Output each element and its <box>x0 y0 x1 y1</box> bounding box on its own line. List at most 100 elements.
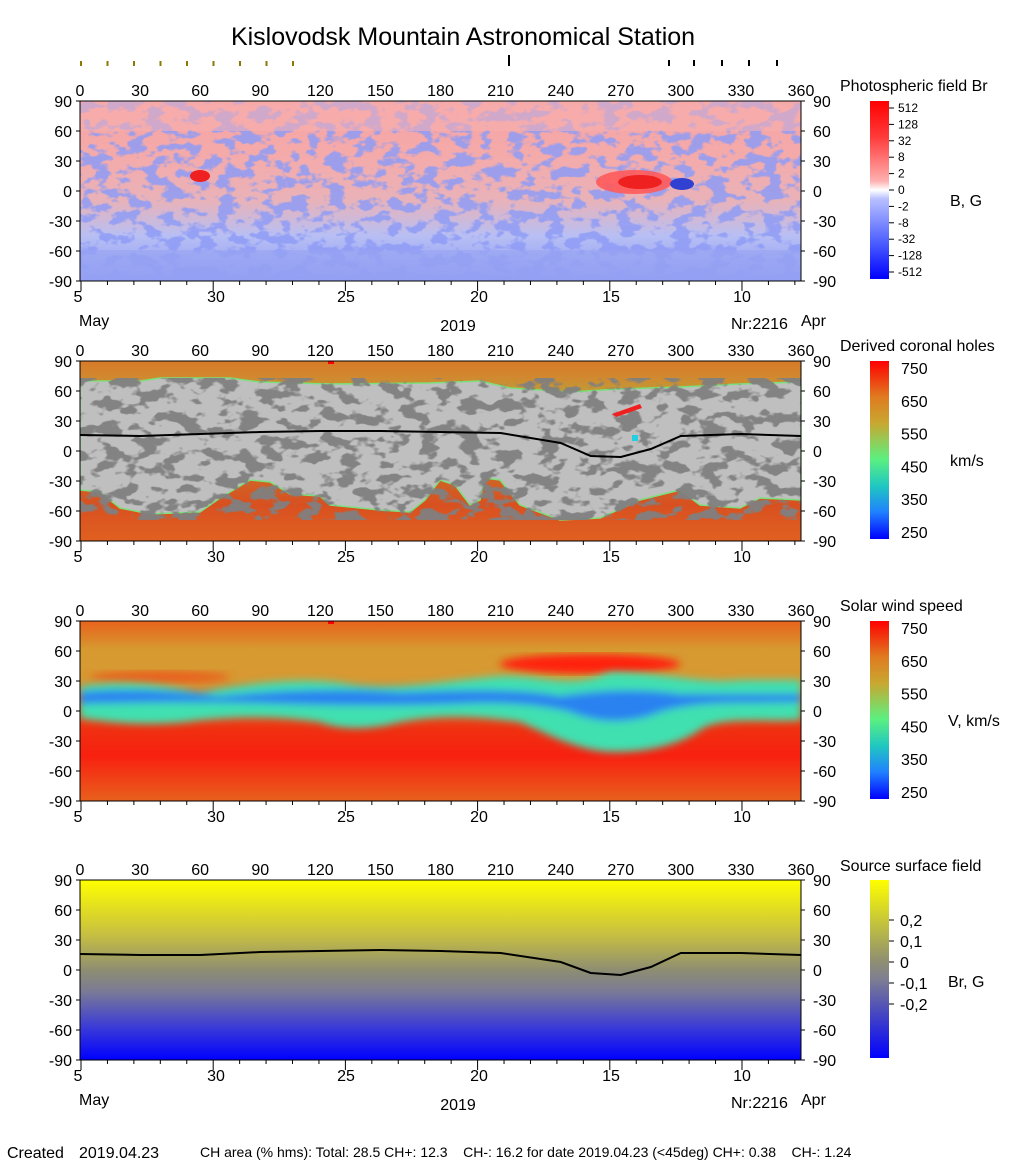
latitude-tick-label-right: -90 <box>813 794 836 811</box>
longitude-tick-label: 270 <box>607 83 634 100</box>
latitude-tick-label-left: 90 <box>54 873 72 890</box>
longitude-tick-label: 210 <box>487 862 514 879</box>
solar-wind-map <box>80 621 801 801</box>
latitude-tick-label-right: -90 <box>813 274 836 291</box>
date-tick-label: 5 <box>74 289 83 306</box>
latitude-tick-label-right: 0 <box>813 704 822 721</box>
colorbar-tick-label: 450 <box>901 459 928 476</box>
colorbar-tick-label: 450 <box>901 719 928 736</box>
colorbar-tick-label: -8 <box>898 216 909 230</box>
latitude-tick-label-left: -30 <box>49 474 72 491</box>
longitude-tick-label: 180 <box>427 603 454 620</box>
year-label: 2019 <box>440 318 476 335</box>
longitude-tick-label: 300 <box>667 83 694 100</box>
latitude-tick-label-left: -90 <box>49 534 72 551</box>
longitude-tick-label: 90 <box>251 83 269 100</box>
panel2-title: Derived coronal holes <box>840 338 995 355</box>
longitude-tick-label: 150 <box>367 603 394 620</box>
colorbar-tick-label: -0,1 <box>900 976 928 993</box>
date-tick-label: 25 <box>337 289 355 306</box>
latitude-tick-label-left: 0 <box>63 184 72 201</box>
latitude-tick-label-right: 90 <box>813 614 831 631</box>
longitude-tick-label: 210 <box>487 343 514 360</box>
latitude-tick-label-left: -90 <box>49 274 72 291</box>
latitude-tick-label-right: -60 <box>813 1023 836 1040</box>
photospheric-colorbar <box>870 101 889 279</box>
longitude-tick-label: 120 <box>307 862 334 879</box>
colorbar-tick-label: -512 <box>898 265 922 279</box>
date-tick-label: 25 <box>337 1068 355 1085</box>
solar-wind-colorbar-ticks: 750 650 550 450 350 250 <box>901 621 928 802</box>
source-surface-neutral-line <box>79 948 802 977</box>
month-left-label: May <box>79 313 109 330</box>
latitude-tick-label-right: -90 <box>813 534 836 551</box>
latitude-tick-label-left: -90 <box>49 794 72 811</box>
colorbar-tick-label: -0,2 <box>900 997 928 1014</box>
footer-created-date: 2019.04.23 <box>79 1145 159 1162</box>
latitude-tick-label-left: -90 <box>49 1053 72 1070</box>
longitude-tick-label: 240 <box>547 603 574 620</box>
latitude-tick-label-right: -30 <box>813 214 836 231</box>
date-tick-label: 5 <box>74 809 83 826</box>
latitude-tick-label-left: 30 <box>54 414 72 431</box>
colorbar-tick-label: 650 <box>901 654 928 671</box>
longitude-tick-label: 210 <box>487 603 514 620</box>
longitude-tick-label: 180 <box>427 343 454 360</box>
date-tick-label: 30 <box>207 1068 225 1085</box>
latitude-tick-label-right: 60 <box>813 903 831 920</box>
longitude-tick-label: 330 <box>728 83 755 100</box>
latitude-tick-label-left: 90 <box>54 614 72 631</box>
latitude-tick-label-left: -60 <box>49 764 72 781</box>
longitude-tick-label: 60 <box>191 603 209 620</box>
longitude-tick-label: 60 <box>191 83 209 100</box>
month-left-label: May <box>79 1092 109 1109</box>
latitude-tick-label-left: 30 <box>54 674 72 691</box>
latitude-tick-label-left: -30 <box>49 993 72 1010</box>
date-tick-label: 30 <box>207 289 225 306</box>
colorbar-tick-label: 250 <box>901 525 928 542</box>
rotation-number-label: Nr:2216 <box>731 316 788 333</box>
longitude-tick-label: 150 <box>367 343 394 360</box>
longitude-tick-label: 30 <box>131 862 149 879</box>
footer-created-label: Created <box>7 1145 64 1162</box>
date-tick-label: 10 <box>733 289 751 306</box>
date-tick-label: 10 <box>733 1068 751 1085</box>
source-surface-map <box>80 880 801 1060</box>
colorbar-tick-label: 250 <box>901 785 928 802</box>
panel4-title: Source surface field <box>840 858 981 875</box>
longitude-tick-label: 270 <box>607 343 634 360</box>
longitude-tick-label: 30 <box>131 603 149 620</box>
colorbar-tick-label: -32 <box>898 232 916 246</box>
longitude-tick-label: 300 <box>667 862 694 879</box>
longitude-tick-label: 180 <box>427 862 454 879</box>
latitude-tick-label-right: 30 <box>813 414 831 431</box>
date-tick-label: 15 <box>602 1068 620 1085</box>
latitude-tick-label-left: -60 <box>49 244 72 261</box>
latitude-tick-label-right: 30 <box>813 674 831 691</box>
date-tick-label: 10 <box>733 809 751 826</box>
latitude-tick-label-right: 60 <box>813 384 831 401</box>
date-tick-label: 20 <box>470 1068 488 1085</box>
date-tick-label: 15 <box>602 809 620 826</box>
latitude-tick-label-left: 0 <box>63 444 72 461</box>
date-tick-label: 5 <box>74 549 83 566</box>
longitude-tick-label: 300 <box>667 603 694 620</box>
latitude-tick-label-right: 0 <box>813 444 822 461</box>
source-surface-colorbar-ticks: 0,2 0,1 0 -0,1 -0,2 <box>889 913 928 1014</box>
latitude-tick-label-right: 90 <box>813 354 831 371</box>
latitude-tick-label-right: 30 <box>813 933 831 950</box>
latitude-tick-label-left: 0 <box>63 963 72 980</box>
date-tick-label: 15 <box>602 289 620 306</box>
colorbar-tick-label: 650 <box>901 394 928 411</box>
latitude-tick-label-right: -60 <box>813 764 836 781</box>
longitude-tick-label: 90 <box>251 862 269 879</box>
longitude-tick-label: 210 <box>487 83 514 100</box>
latitude-tick-label-right: 30 <box>813 154 831 171</box>
rotation-number-label: Nr:2216 <box>731 1095 788 1112</box>
